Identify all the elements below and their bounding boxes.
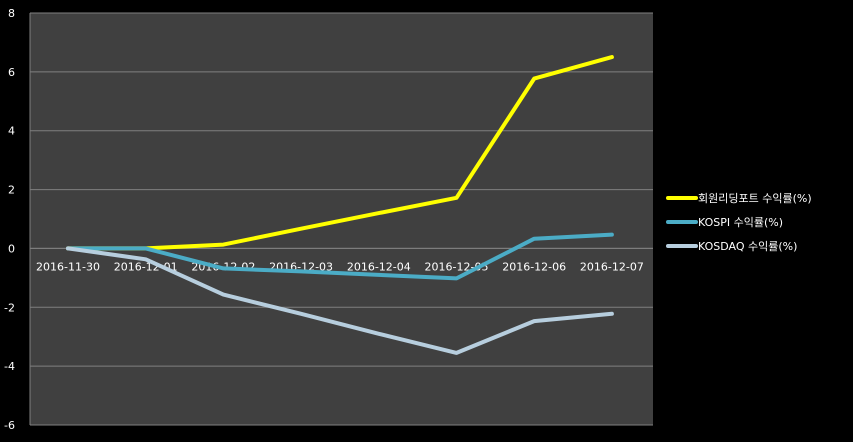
series-line <box>66 232 614 281</box>
y-tick-label: 0 <box>8 242 15 255</box>
series-lines <box>66 55 614 355</box>
y-tick-label: 6 <box>8 66 15 79</box>
legend-label: 회원리딩포트 수익률(%) <box>698 192 812 205</box>
y-tick-label: -2 <box>4 301 15 314</box>
y-tick-label: -4 <box>4 360 15 373</box>
series-line <box>66 246 614 355</box>
x-tick-label: 2016-12-06 <box>502 260 566 273</box>
x-tick-label: 2016-11-30 <box>36 260 100 273</box>
y-tick-label: 2 <box>8 184 15 197</box>
y-tick-label: -6 <box>4 419 15 432</box>
series-line <box>66 55 614 251</box>
y-tick-label: 4 <box>8 125 15 138</box>
x-tick-label: 2016-12-07 <box>580 260 644 273</box>
y-axis: -6 -4 -2 0 2 4 6 8 <box>4 7 31 432</box>
x-tick-label: 2016-12-01 <box>114 260 178 273</box>
x-tick-label: 2016-12-04 <box>347 260 411 273</box>
legend-label: KOSDAQ 수익률(%) <box>698 240 797 253</box>
legend: 회원리딩포트 수익률(%) KOSPI 수익률(%) KOSDAQ 수익률(%) <box>666 192 812 253</box>
legend-label: KOSPI 수익률(%) <box>698 216 783 229</box>
y-tick-label: 8 <box>8 7 15 20</box>
